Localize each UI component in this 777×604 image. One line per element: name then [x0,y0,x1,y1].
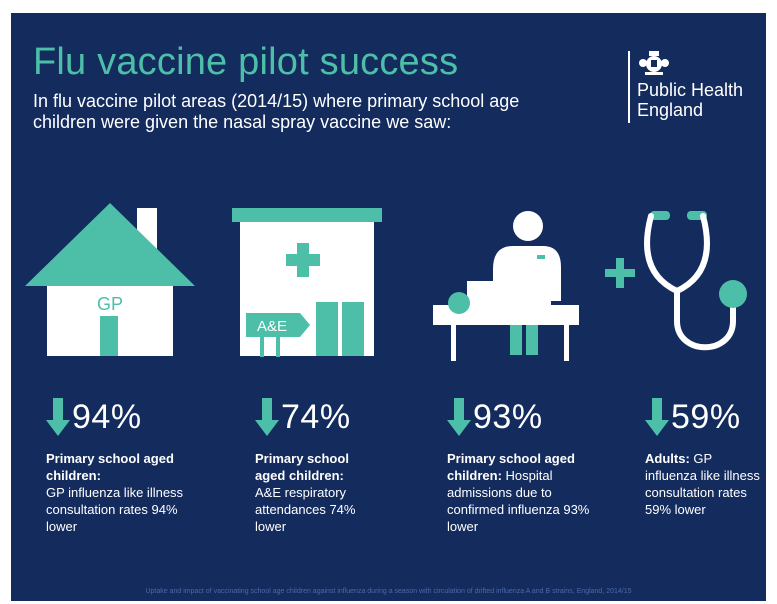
phe-logo: Public Health England [628,50,766,128]
arrow-down-icon [46,398,70,436]
stat-value: 74% [281,398,351,436]
desc-text: A&E respiratory attendances 74% lower [255,485,356,534]
desc-bold: Primary school aged children: [255,451,349,483]
desc-text: Hospital admissions due to confirmed inf… [447,468,590,534]
stat-value: 59% [671,398,741,436]
desc-text: GP influenza like illness consultation r… [46,485,184,534]
source-footnote: Uptake and impact of vaccinating school … [145,588,632,595]
stat-value: 93% [473,398,543,436]
arrow-down-icon [645,398,669,436]
gp-label: GP [97,294,123,314]
arrow-down-icon [447,398,471,436]
royal-crest-icon [639,51,669,75]
arrow-down-icon [255,398,279,436]
infographic: Flu vaccine pilot success In flu vaccine… [11,13,766,601]
desc-bold: Primary school aged children: [46,451,174,483]
stethoscope-icon [644,211,747,351]
ae-label: A&E [257,318,287,335]
page-title: Flu vaccine pilot success [33,41,459,83]
logo-line-1: Public Health [637,80,744,100]
hospital-bed-icon [433,211,579,361]
desc-bold: Adults: [645,451,690,466]
stat-description-2: Primary school aged children: A&E respir… [255,450,375,535]
plus-icon [605,258,635,288]
logo-line-2: England [637,100,704,120]
stat-description-4: Adults: GP influenza like illness consul… [645,450,766,518]
logo-divider [628,51,630,123]
hospital-icon: A&E [232,208,382,357]
stat-description-1: Primary school aged children: GP influen… [46,450,196,535]
stat-description-3: Primary school aged children: Hospital a… [447,450,607,535]
stat-value: 94% [72,398,142,436]
logo-text: Public Health England [637,80,766,120]
desc-text: GP influenza like illness consultation r… [645,451,760,517]
desc-bold: Primary school aged children: [447,451,575,483]
gp-house-icon: GP [25,203,195,356]
page-subtitle: In flu vaccine pilot areas (2014/15) whe… [33,91,520,132]
